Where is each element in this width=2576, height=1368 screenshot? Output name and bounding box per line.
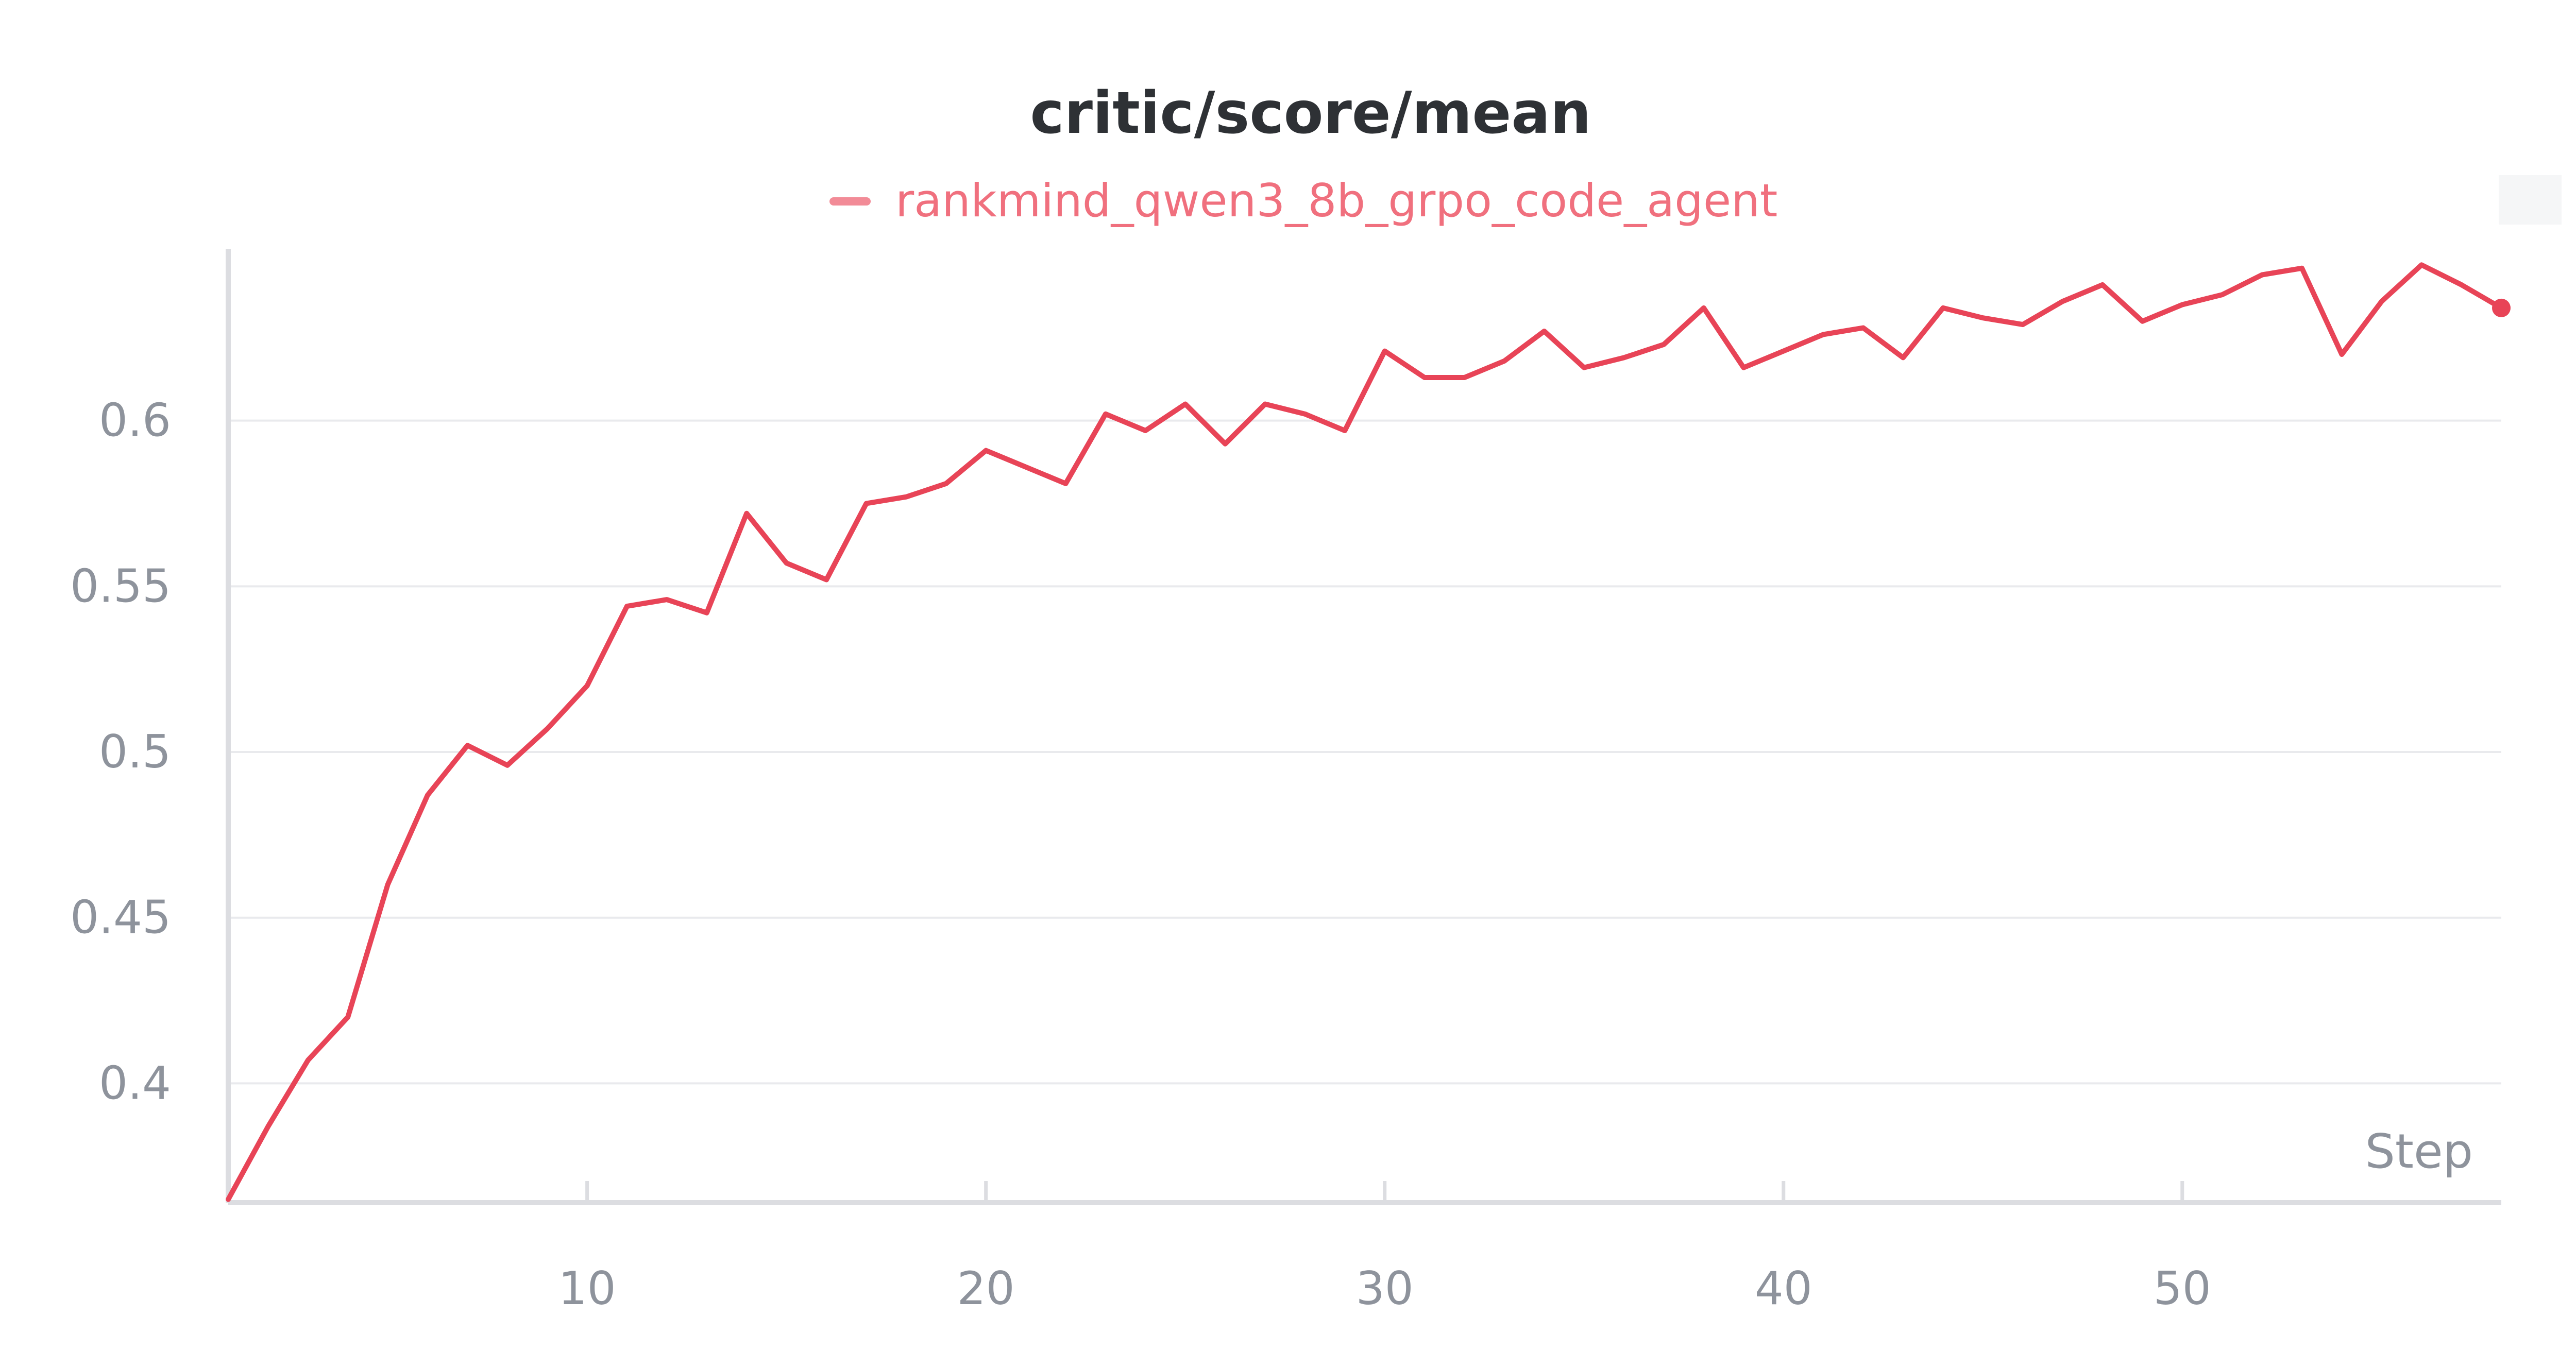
data-point-43[interactable]: [1901, 355, 1906, 360]
data-point-5[interactable]: [385, 882, 391, 887]
x-tick-label-2: 30: [1356, 1262, 1414, 1315]
x-tick-label-0: 10: [558, 1262, 616, 1315]
data-point-29[interactable]: [1342, 428, 1347, 433]
data-point-44[interactable]: [1940, 305, 1945, 311]
data-point-23[interactable]: [1103, 412, 1108, 417]
x-axis-ticks: 10 20 30 40 50: [558, 1181, 2211, 1315]
data-point-12[interactable]: [664, 597, 669, 602]
data-point-48[interactable]: [2100, 282, 2105, 287]
data-point-57[interactable]: [2459, 282, 2464, 287]
data-point-56[interactable]: [2419, 262, 2424, 267]
x-axis-title: Step: [2365, 1124, 2473, 1179]
data-point-54[interactable]: [2339, 352, 2344, 357]
data-point-25[interactable]: [1183, 402, 1188, 407]
data-point-38[interactable]: [1701, 305, 1706, 311]
data-point-33[interactable]: [1502, 358, 1507, 364]
data-point-35[interactable]: [1582, 365, 1587, 370]
legend[interactable]: rankmind_qwen3_8b_grpo_code_agent: [829, 174, 1777, 227]
grid: [228, 419, 2501, 1085]
data-point-13[interactable]: [704, 610, 709, 615]
data-point-32[interactable]: [1462, 375, 1467, 380]
data-point-15[interactable]: [784, 560, 789, 566]
data-point-55[interactable]: [2379, 299, 2384, 304]
data-point-10[interactable]: [585, 683, 590, 688]
last-point-marker[interactable]: [2492, 298, 2511, 317]
data-point-41[interactable]: [1821, 332, 1826, 337]
data-point-34[interactable]: [1541, 329, 1547, 334]
data-point-51[interactable]: [2219, 292, 2225, 297]
data-point-37[interactable]: [1662, 342, 1667, 347]
series-line[interactable]: [226, 262, 2504, 1202]
data-point-17[interactable]: [864, 501, 869, 506]
y-axis-ticks: 0.4 0.45 0.5 0.55 0.6: [70, 394, 171, 1110]
data-point-6[interactable]: [425, 793, 430, 798]
x-tick-label-1: 20: [957, 1262, 1015, 1315]
series-layer: [226, 262, 2511, 1202]
data-point-26[interactable]: [1223, 441, 1228, 447]
y-tick-label-0: 0.4: [99, 1056, 171, 1109]
x-tick-label-4: 50: [2154, 1262, 2211, 1315]
data-point-28[interactable]: [1302, 412, 1308, 417]
data-point-16[interactable]: [824, 577, 829, 583]
y-tick-label-4: 0.6: [99, 394, 171, 447]
data-point-11[interactable]: [624, 604, 630, 609]
chart-title: critic/score/mean: [1030, 80, 1591, 147]
data-point-30[interactable]: [1382, 349, 1387, 354]
data-point-31[interactable]: [1422, 375, 1427, 380]
legend-label: rankmind_qwen3_8b_grpo_code_agent: [895, 174, 1777, 227]
data-point-19[interactable]: [943, 481, 948, 486]
data-point-40[interactable]: [1781, 349, 1786, 354]
data-point-22[interactable]: [1063, 481, 1069, 486]
legend-swatch: [829, 197, 871, 206]
y-tick-label-1: 0.45: [70, 891, 171, 944]
data-point-9[interactable]: [545, 726, 550, 731]
data-point-18[interactable]: [904, 494, 909, 500]
data-point-24[interactable]: [1143, 428, 1148, 433]
data-point-8[interactable]: [505, 763, 510, 768]
data-point-36[interactable]: [1621, 355, 1626, 360]
data-point-2[interactable]: [265, 1124, 270, 1129]
data-point-27[interactable]: [1263, 402, 1268, 407]
data-point-49[interactable]: [2140, 319, 2145, 324]
y-tick-label-3: 0.55: [70, 559, 171, 612]
data-point-50[interactable]: [2180, 302, 2185, 307]
data-point-14[interactable]: [744, 511, 749, 516]
x-tick-label-3: 40: [1755, 1262, 1812, 1315]
panel-menu-button[interactable]: [2499, 175, 2562, 225]
data-point-21[interactable]: [1023, 465, 1028, 470]
data-point-52[interactable]: [2260, 272, 2265, 278]
y-tick-label-2: 0.5: [99, 725, 171, 778]
data-point-42[interactable]: [1861, 326, 1866, 331]
data-point-1[interactable]: [226, 1197, 231, 1202]
data-point-20[interactable]: [984, 448, 989, 453]
data-point-45[interactable]: [1980, 315, 1986, 320]
data-point-47[interactable]: [2060, 299, 2065, 304]
data-point-7[interactable]: [465, 743, 470, 748]
data-point-3[interactable]: [306, 1057, 311, 1063]
data-point-4[interactable]: [345, 1015, 350, 1020]
data-point-53[interactable]: [2299, 266, 2304, 271]
data-point-46[interactable]: [2020, 322, 2025, 327]
data-point-39[interactable]: [1741, 365, 1746, 370]
